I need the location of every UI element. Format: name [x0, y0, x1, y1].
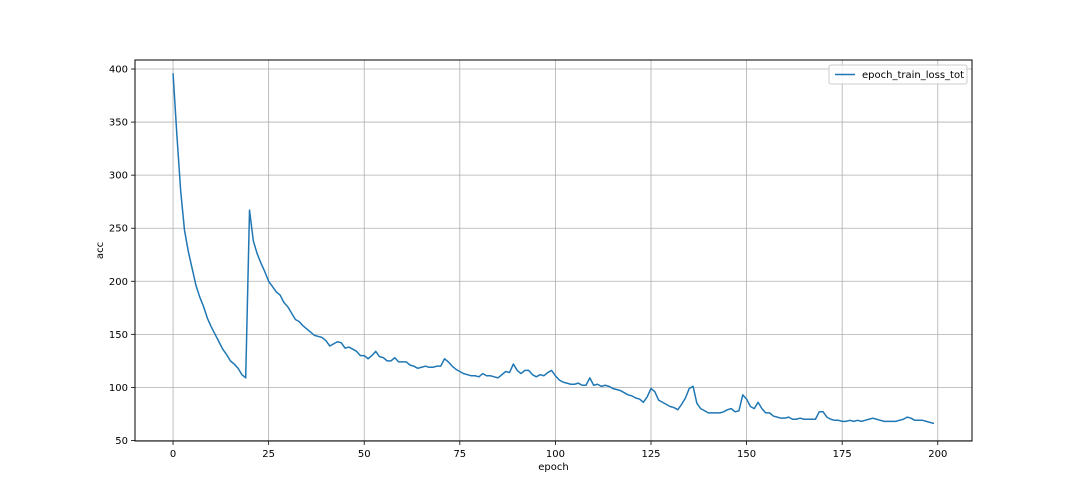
plot-frame — [134, 59, 973, 442]
x-tick-label: 50 — [358, 449, 371, 460]
series-line — [172, 73, 935, 425]
y-tick-label: 200 — [109, 277, 128, 288]
legend-label: epoch_train_loss_tot — [862, 70, 964, 81]
y-axis-label: acc — [95, 242, 106, 259]
legend-box — [828, 64, 968, 85]
grid-lines — [135, 60, 972, 441]
x-tick-label: 200 — [928, 449, 947, 460]
y-axis-ticks: 50 100 150 200 250 300 350 400 — [109, 65, 135, 447]
y-tick-label: 50 — [115, 436, 128, 447]
series-layer — [172, 73, 935, 425]
y-tick-label: 400 — [109, 65, 128, 76]
y-tick-label: 150 — [109, 330, 128, 341]
x-tick-label: 75 — [453, 449, 466, 460]
y-tick-label: 300 — [109, 171, 128, 182]
x-tick-label: 100 — [546, 449, 565, 460]
x-tick-label: 125 — [641, 449, 660, 460]
x-tick-label: 150 — [737, 449, 756, 460]
x-tick-label: 0 — [170, 449, 176, 460]
x-axis-ticks: 0 25 50 75 100 125 150 175 200 — [170, 441, 947, 460]
y-tick-label: 350 — [109, 118, 128, 129]
x-axis-label: epoch — [538, 462, 568, 473]
legend: epoch_train_loss_tot — [828, 64, 968, 85]
y-tick-label: 100 — [109, 383, 128, 394]
x-tick-label: 25 — [262, 449, 275, 460]
x-tick-label: 175 — [833, 449, 852, 460]
y-tick-label: 250 — [109, 224, 128, 235]
